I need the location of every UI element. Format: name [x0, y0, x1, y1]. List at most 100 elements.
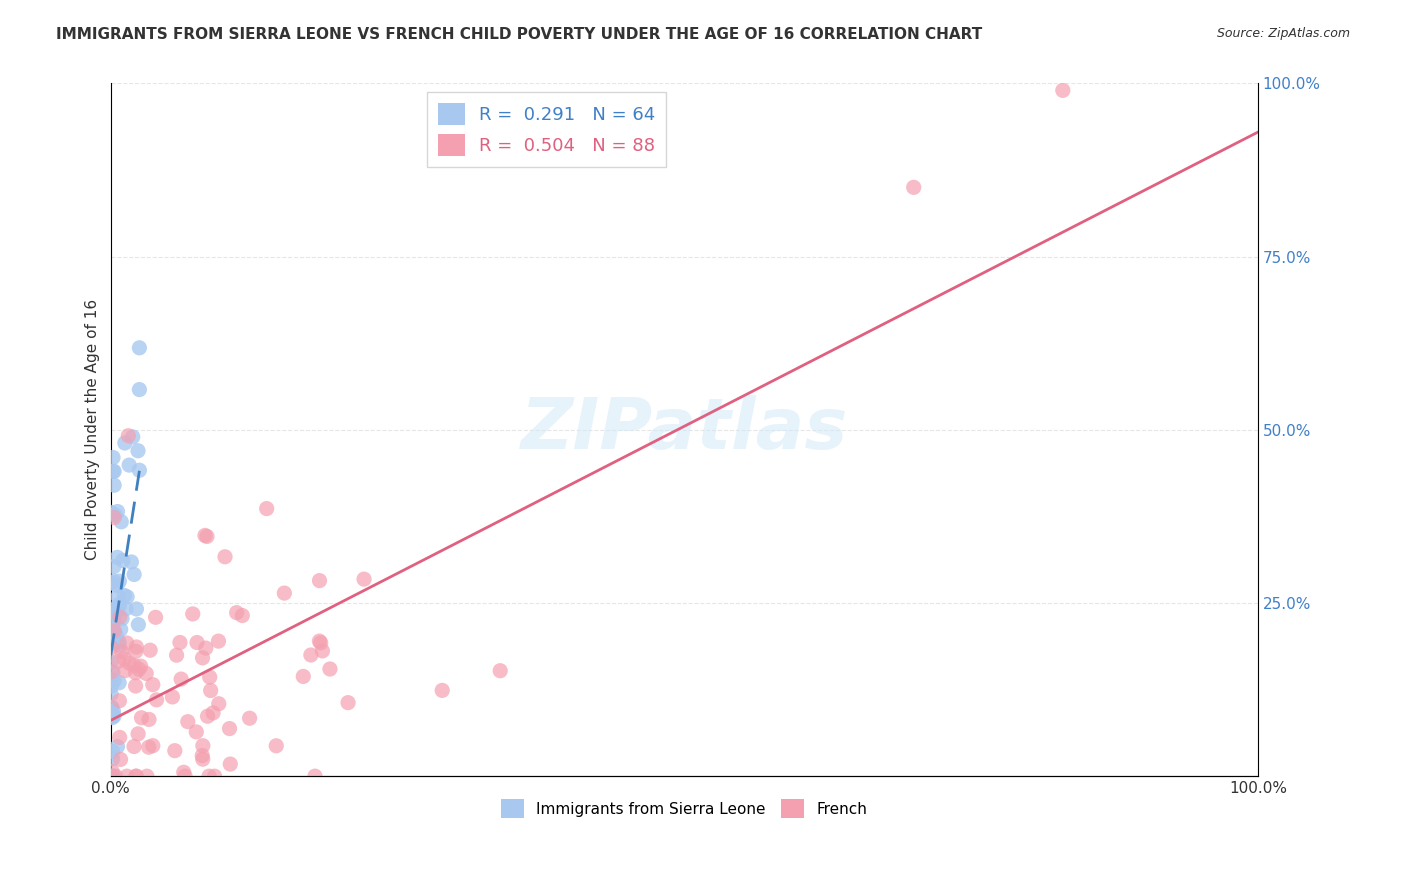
Immigrants from Sierra Leone — [105, 600, 128, 615]
Immigrants from Sierra Leone — [104, 607, 127, 621]
Immigrants from Sierra Leone — [128, 383, 150, 397]
French — [202, 706, 225, 720]
French — [191, 651, 214, 665]
Text: IMMIGRANTS FROM SIERRA LEONE VS FRENCH CHILD POVERTY UNDER THE AGE OF 16 CORRELA: IMMIGRANTS FROM SIERRA LEONE VS FRENCH C… — [56, 27, 983, 42]
French — [131, 711, 153, 725]
French — [204, 769, 226, 783]
French — [256, 501, 278, 516]
Immigrants from Sierra Leone — [108, 597, 131, 611]
French — [311, 644, 333, 658]
French — [135, 769, 157, 783]
French — [195, 529, 218, 543]
Immigrants from Sierra Leone — [100, 655, 122, 669]
French — [115, 769, 138, 783]
Immigrants from Sierra Leone — [128, 341, 150, 355]
French — [100, 640, 122, 655]
French — [124, 658, 146, 673]
French — [138, 740, 160, 755]
French — [104, 769, 127, 783]
Immigrants from Sierra Leone — [100, 506, 122, 520]
Immigrants from Sierra Leone — [108, 635, 131, 649]
French — [173, 765, 195, 780]
Immigrants from Sierra Leone — [115, 590, 138, 604]
French — [125, 644, 148, 658]
French — [166, 648, 188, 663]
Immigrants from Sierra Leone — [114, 436, 136, 450]
Immigrants from Sierra Leone — [100, 636, 122, 650]
Immigrants from Sierra Leone — [125, 602, 148, 616]
French — [1052, 83, 1074, 97]
Immigrants from Sierra Leone — [101, 665, 124, 680]
Immigrants from Sierra Leone — [101, 464, 124, 478]
French — [208, 697, 231, 711]
Immigrants from Sierra Leone — [127, 443, 149, 458]
French — [125, 640, 148, 654]
Immigrants from Sierra Leone — [118, 458, 141, 472]
Immigrants from Sierra Leone — [128, 463, 150, 477]
French — [118, 657, 141, 671]
French — [299, 648, 322, 662]
French — [101, 764, 124, 779]
French — [337, 696, 360, 710]
French — [100, 665, 122, 679]
Immigrants from Sierra Leone — [100, 575, 122, 590]
Immigrants from Sierra Leone — [108, 574, 131, 589]
French — [191, 752, 214, 766]
Immigrants from Sierra Leone — [122, 567, 145, 582]
Immigrants from Sierra Leone — [100, 687, 122, 701]
French — [218, 722, 240, 736]
Immigrants from Sierra Leone — [101, 603, 124, 617]
French — [112, 651, 135, 665]
Immigrants from Sierra Leone — [101, 710, 124, 724]
Immigrants from Sierra Leone — [110, 623, 132, 637]
French — [142, 739, 165, 753]
French — [308, 634, 330, 648]
French — [214, 549, 236, 564]
Immigrants from Sierra Leone — [103, 478, 125, 492]
Immigrants from Sierra Leone — [105, 578, 128, 592]
French — [198, 769, 221, 783]
French — [129, 659, 152, 673]
French — [115, 636, 138, 650]
French — [194, 528, 217, 542]
Immigrants from Sierra Leone — [103, 574, 125, 589]
French — [197, 709, 219, 723]
Immigrants from Sierra Leone — [101, 769, 124, 783]
Immigrants from Sierra Leone — [101, 617, 124, 632]
French — [194, 641, 217, 656]
French — [117, 428, 139, 442]
Immigrants from Sierra Leone — [101, 701, 124, 715]
French — [231, 608, 253, 623]
French — [273, 586, 295, 600]
French — [319, 662, 342, 676]
French — [292, 669, 315, 683]
Y-axis label: Child Poverty Under the Age of 16: Child Poverty Under the Age of 16 — [86, 299, 100, 560]
Immigrants from Sierra Leone — [108, 639, 131, 653]
French — [181, 607, 204, 621]
Immigrants from Sierra Leone — [120, 555, 142, 569]
French — [122, 739, 145, 754]
French — [264, 739, 287, 753]
French — [108, 731, 131, 745]
French — [169, 635, 191, 649]
French — [207, 634, 229, 648]
Immigrants from Sierra Leone — [101, 631, 124, 645]
French — [103, 510, 125, 524]
Immigrants from Sierra Leone — [107, 504, 129, 518]
French — [186, 635, 208, 649]
French — [125, 769, 148, 783]
French — [108, 694, 131, 708]
Immigrants from Sierra Leone — [100, 679, 122, 693]
Immigrants from Sierra Leone — [101, 450, 124, 465]
Text: Source: ZipAtlas.com: Source: ZipAtlas.com — [1216, 27, 1350, 40]
French — [198, 670, 221, 684]
French — [239, 711, 262, 725]
French — [191, 739, 214, 753]
French — [308, 574, 330, 588]
Immigrants from Sierra Leone — [105, 550, 128, 565]
Immigrants from Sierra Leone — [104, 634, 127, 648]
Immigrants from Sierra Leone — [103, 559, 125, 574]
Legend: Immigrants from Sierra Leone, French: Immigrants from Sierra Leone, French — [495, 793, 873, 824]
French — [128, 662, 150, 676]
Immigrants from Sierra Leone — [108, 675, 131, 690]
